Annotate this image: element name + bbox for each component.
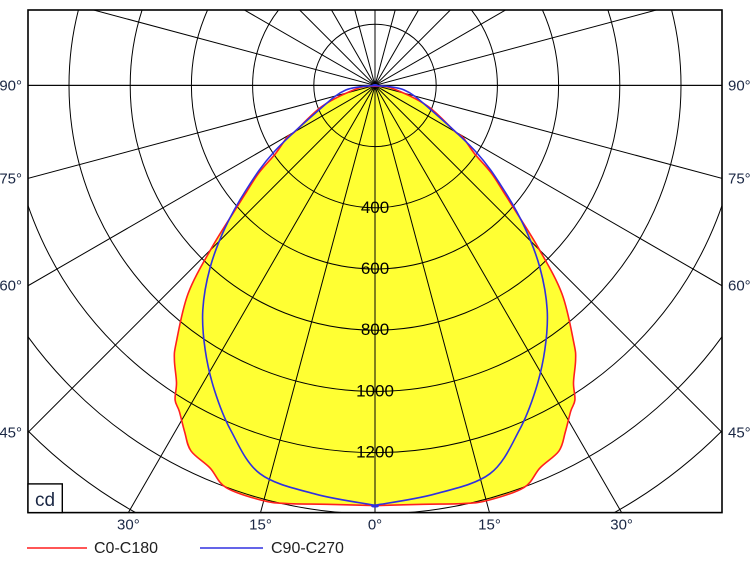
svg-text:60°: 60°	[728, 278, 751, 295]
svg-text:15°: 15°	[249, 517, 272, 534]
svg-text:1200: 1200	[356, 443, 394, 462]
svg-text:90°: 90°	[0, 77, 22, 94]
svg-text:30°: 30°	[117, 517, 140, 534]
svg-text:60°: 60°	[0, 278, 22, 295]
svg-text:C90-C270: C90-C270	[271, 540, 344, 557]
svg-text:30°: 30°	[610, 517, 633, 534]
svg-text:600: 600	[361, 259, 389, 278]
svg-text:90°: 90°	[728, 77, 751, 94]
svg-text:400: 400	[361, 198, 389, 217]
svg-text:0°: 0°	[368, 517, 382, 534]
svg-text:cd: cd	[35, 490, 55, 511]
svg-text:75°: 75°	[728, 170, 751, 187]
svg-text:45°: 45°	[0, 424, 22, 441]
svg-text:C0-C180: C0-C180	[94, 540, 158, 557]
svg-text:1000: 1000	[356, 381, 394, 400]
svg-text:800: 800	[361, 320, 389, 339]
svg-text:15°: 15°	[478, 517, 501, 534]
svg-text:75°: 75°	[0, 170, 22, 187]
svg-text:45°: 45°	[728, 424, 751, 441]
